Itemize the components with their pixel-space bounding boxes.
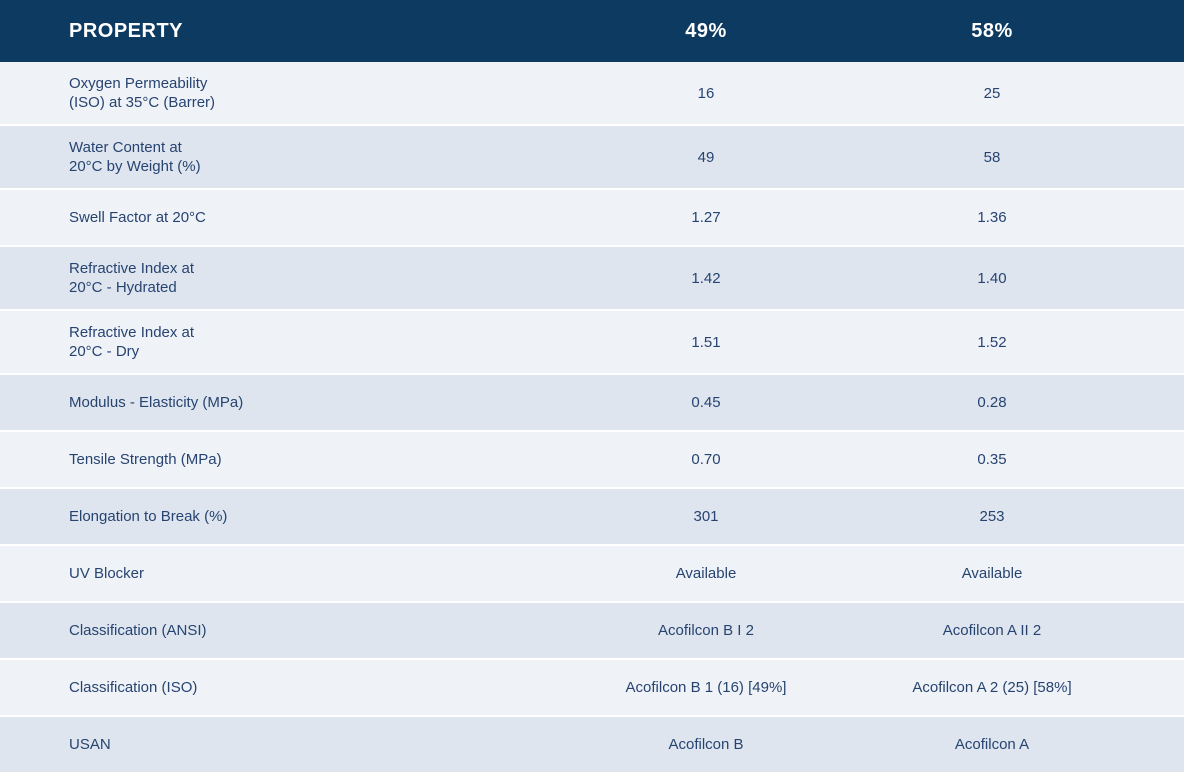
value-58-percent: 0.35 — [977, 451, 1007, 468]
value-49-percent: 301 — [693, 508, 719, 525]
value-58-percent: Acofilcon A II 2 — [942, 622, 1042, 639]
table-row: Oxygen Permeability (ISO) at 35°C (Barre… — [0, 62, 1184, 124]
value-58-percent: 0.28 — [977, 394, 1007, 411]
header-58-percent-label: 58% — [971, 19, 1013, 42]
property-label: Classification (ANSI) — [69, 622, 207, 639]
value-49-percent: Acofilcon B — [668, 736, 744, 753]
value-58-percent: 253 — [979, 508, 1005, 525]
property-label: Modulus - Elasticity (MPa) — [69, 394, 244, 411]
table-row: Tensile Strength (MPa) 0.70 0.35 — [0, 432, 1184, 487]
property-label: Water Content at 20°C by Weight (%) — [69, 139, 201, 175]
table-row: USAN Acofilcon B Acofilcon A — [0, 717, 1184, 772]
value-58-percent: 58 — [983, 148, 1001, 166]
value-58-percent: 25 — [983, 84, 1001, 102]
value-58-percent: Available — [961, 565, 1023, 582]
value-49-percent: 1.42 — [691, 269, 721, 287]
value-58-percent: Acofilcon A 2 (25) [58%] — [912, 679, 1072, 696]
value-58-percent: 1.52 — [977, 333, 1007, 351]
property-label: Swell Factor at 20°C — [69, 209, 206, 226]
table-row: Swell Factor at 20°C 1.27 1.36 — [0, 190, 1184, 245]
value-49-percent: Acofilcon B 1 (16) [49%] — [625, 679, 787, 696]
value-49-percent: 16 — [697, 84, 715, 102]
table-row: UV Blocker Available Available — [0, 546, 1184, 601]
table-body: Oxygen Permeability (ISO) at 35°C (Barre… — [0, 62, 1184, 774]
header-49-percent-label: 49% — [685, 19, 727, 42]
value-58-percent: 1.40 — [977, 269, 1007, 287]
property-label: Tensile Strength (MPa) — [69, 451, 222, 468]
header-property-label: PROPERTY — [69, 19, 184, 42]
value-49-percent: 1.51 — [691, 333, 721, 351]
value-49-percent: Acofilcon B I 2 — [658, 622, 754, 639]
table-row: Classification (ISO) Acofilcon B 1 (16) … — [0, 660, 1184, 715]
table-row: Water Content at 20°C by Weight (%) 49 5… — [0, 126, 1184, 188]
value-58-percent: 1.36 — [977, 209, 1007, 226]
table-row: Refractive Index at 20°C - Dry 1.51 1.52 — [0, 311, 1184, 373]
property-label: Refractive Index at 20°C - Hydrated — [69, 260, 195, 296]
property-label: Elongation to Break (%) — [69, 508, 228, 525]
table-row: Elongation to Break (%) 301 253 — [0, 489, 1184, 544]
property-label: Oxygen Permeability (ISO) at 35°C (Barre… — [69, 75, 216, 111]
value-49-percent: 1.27 — [691, 209, 721, 226]
property-label: UV Blocker — [69, 565, 145, 582]
value-49-percent: 49 — [697, 148, 715, 166]
table-row: Refractive Index at 20°C - Hydrated 1.42… — [0, 247, 1184, 309]
table-row: Classification (ANSI) Acofilcon B I 2 Ac… — [0, 603, 1184, 658]
value-58-percent: Acofilcon A — [954, 736, 1030, 753]
table-row: Modulus - Elasticity (MPa) 0.45 0.28 — [0, 375, 1184, 430]
property-label: Refractive Index at 20°C - Dry — [69, 324, 195, 360]
value-49-percent: Available — [675, 565, 737, 582]
value-49-percent: 0.70 — [691, 451, 721, 468]
value-49-percent: 0.45 — [691, 394, 721, 411]
table-header-row: PROPERTY 49% 58% — [0, 0, 1184, 62]
property-label: USAN — [69, 736, 111, 753]
property-label: Classification (ISO) — [69, 679, 198, 696]
